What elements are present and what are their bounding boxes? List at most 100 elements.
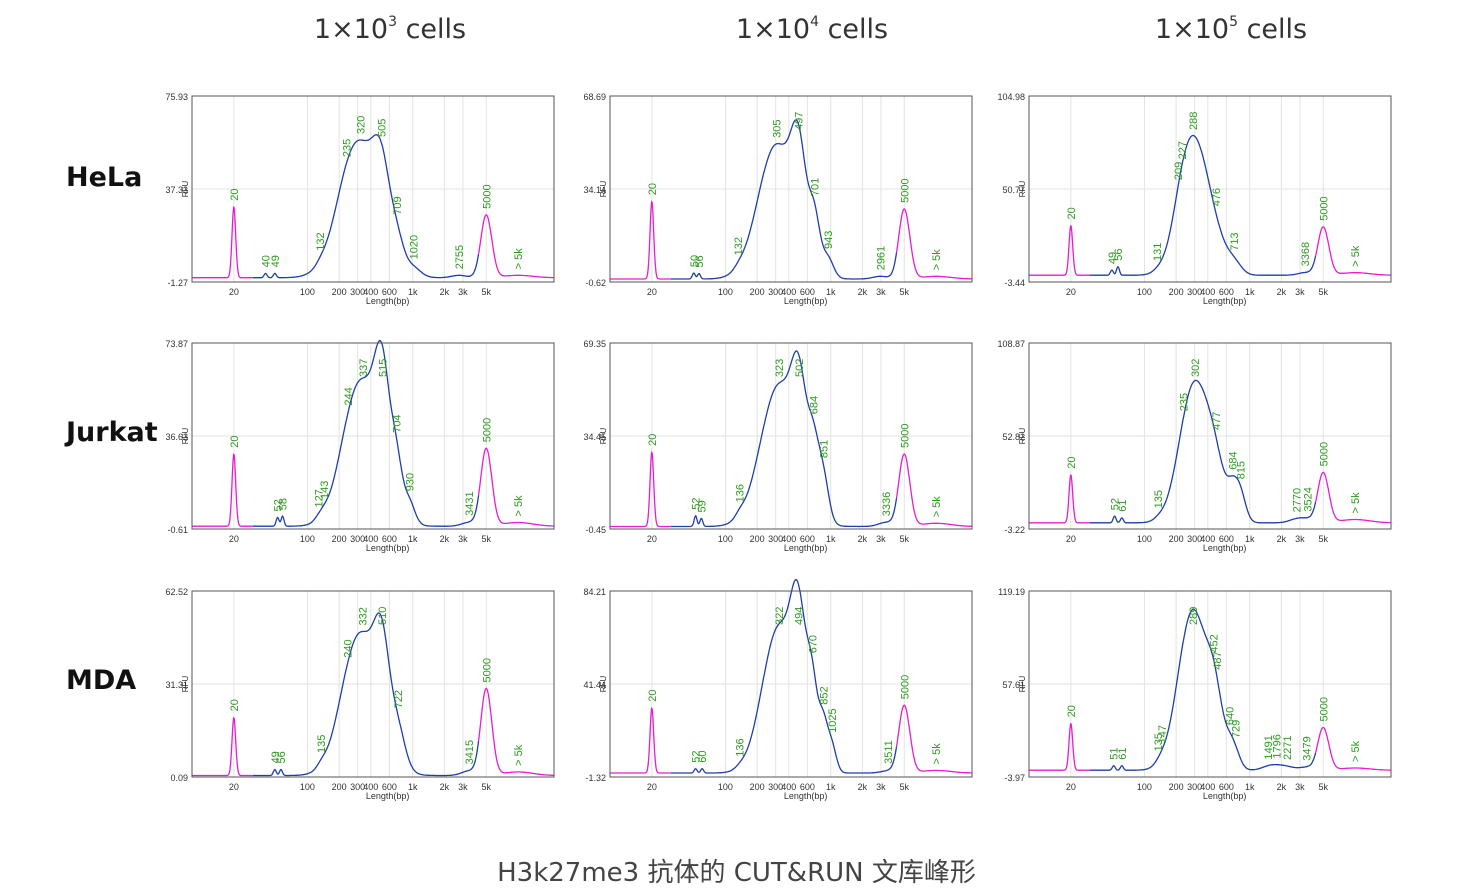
y-tick-label: 104.98 [997, 92, 1025, 102]
peak-label: > 5k [513, 495, 525, 517]
peak-label: 127 [313, 489, 325, 507]
sample-trace [670, 578, 898, 774]
x-tick-label: 600 [800, 782, 815, 792]
column-header-suffix: cells [1237, 14, 1308, 45]
x-tick-label: 20 [647, 534, 657, 544]
x-tick-label: 20 [229, 782, 239, 792]
sample-trace [1089, 134, 1317, 276]
peak-label: 227 [1177, 141, 1189, 159]
peak-label: 20 [229, 188, 241, 200]
x-tick-label: 20 [229, 534, 239, 544]
y-axis-label: RFU [181, 676, 190, 693]
y-axis-label: RFU [1018, 181, 1027, 198]
peak-label: 5000 [1318, 442, 1330, 466]
x-tick-label: 300 [768, 287, 783, 297]
peak-label: 61 [1117, 500, 1129, 512]
peak-label: 240 [343, 639, 355, 657]
peak-label: 487 [1212, 651, 1224, 669]
x-tick-label: 2k [858, 782, 868, 792]
peak-label: 815 [1235, 461, 1247, 479]
peak-label: 56 [694, 255, 706, 267]
x-tick-label: 3k [876, 534, 886, 544]
x-tick-label: 400 [781, 287, 796, 297]
x-tick-label: 100 [718, 287, 733, 297]
peak-label: 704 [392, 414, 404, 432]
marker-trace [1314, 726, 1391, 771]
peak-label: 322 [774, 607, 786, 625]
x-tick-label: 100 [1137, 287, 1152, 297]
x-tick-label: 20 [229, 287, 239, 297]
x-tick-label: 600 [382, 782, 397, 792]
x-tick-label: 1k [1245, 782, 1255, 792]
peak-label: 49 [270, 255, 282, 267]
peak-label: 713 [1229, 232, 1241, 250]
peak-label: 332 [357, 607, 369, 625]
peak-label: 2770 [1291, 488, 1303, 512]
peak-label: 52 [273, 499, 285, 511]
peak-label: > 5k [931, 743, 943, 765]
y-tick-label: 68.69 [583, 92, 606, 102]
plot-frame [191, 590, 555, 778]
x-tick-label: 400 [781, 534, 796, 544]
y-tick-label: -1.27 [167, 278, 188, 288]
x-tick-label: 1k [826, 287, 836, 297]
x-tick-label: 3k [458, 287, 468, 297]
column-header-exponent: 4 [810, 14, 819, 30]
column-header-exponent: 5 [1229, 14, 1238, 30]
x-tick-label: 300 [768, 782, 783, 792]
peak-label: 52 [691, 498, 703, 510]
x-tick-label: 100 [1137, 534, 1152, 544]
x-tick-label: 400 [363, 287, 378, 297]
y-tick-label: 73.87 [165, 339, 188, 349]
x-tick-label: 3k [458, 782, 468, 792]
peak-label: 50 [689, 255, 701, 267]
peak-label: 3368 [1300, 242, 1312, 266]
x-tick-label: 200 [332, 782, 347, 792]
marker-trace [610, 200, 671, 280]
peak-label: 147 [1157, 725, 1169, 743]
row-label-hela: HeLa [66, 162, 143, 193]
x-tick-label: 200 [332, 287, 347, 297]
peak-label: 132 [733, 237, 745, 255]
figure-caption: H3k27me3 抗体的 CUT&RUN 文库峰形 [497, 858, 976, 888]
peak-label: 701 [810, 178, 822, 196]
peak-label: 20 [647, 690, 659, 702]
x-tick-label: 200 [750, 782, 765, 792]
y-tick-label: -3.44 [1004, 278, 1025, 288]
peak-label: 244 [343, 387, 355, 405]
x-tick-label: 300 [350, 534, 365, 544]
column-header-exponent: 3 [388, 14, 397, 30]
peak-label: 20 [1066, 207, 1078, 219]
x-tick-label: 2k [1277, 782, 1287, 792]
y-tick-label: -0.45 [585, 525, 606, 535]
x-tick-label: 2k [440, 287, 450, 297]
peak-label: 851 [818, 440, 830, 458]
x-tick-label: 100 [300, 782, 315, 792]
y-tick-label: -0.62 [585, 278, 606, 288]
peak-label: 5000 [899, 178, 911, 202]
y-tick-label: 52.82 [1002, 432, 1025, 442]
peak-label: 3415 [464, 740, 476, 764]
marker-trace [1029, 474, 1090, 524]
peak-label: 684 [1227, 451, 1239, 469]
y-tick-label: 119.19 [998, 587, 1025, 597]
x-axis-label: Length(bp) [1203, 296, 1247, 306]
peak-label: 323 [774, 359, 786, 377]
peak-label: 684 [808, 396, 820, 414]
x-tick-label: 2k [858, 287, 868, 297]
x-tick-label: 1k [826, 782, 836, 792]
y-axis-label: RFU [1018, 676, 1027, 693]
x-tick-label: 300 [1187, 534, 1202, 544]
peak-label: 49 [270, 751, 282, 763]
peak-label: > 5k [1350, 492, 1362, 514]
x-axis-label: Length(bp) [784, 543, 828, 553]
marker-trace [192, 205, 253, 279]
y-tick-label: 36.63 [165, 432, 188, 442]
peak-label: 135 [1153, 733, 1165, 751]
x-tick-label: 200 [1169, 782, 1184, 792]
peak-label: 20 [229, 699, 241, 711]
peak-label: > 5k [513, 744, 525, 766]
